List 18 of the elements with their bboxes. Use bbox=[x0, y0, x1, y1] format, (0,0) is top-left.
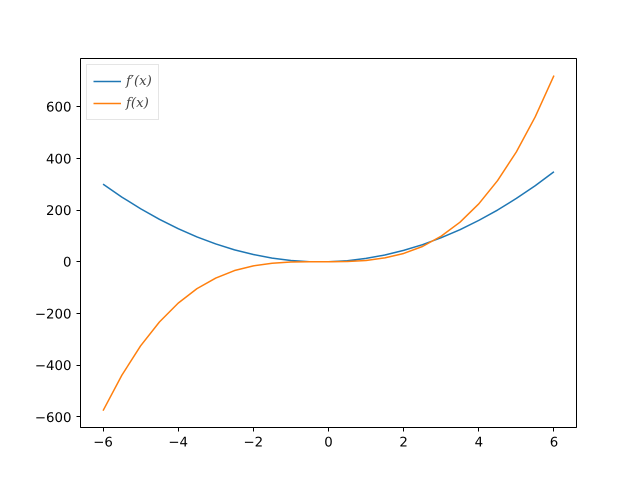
x-tick-label: 0 bbox=[324, 436, 333, 450]
line-series bbox=[102, 74, 555, 412]
legend-label: f′(x) bbox=[126, 74, 152, 88]
x-tick-label: −2 bbox=[244, 436, 264, 450]
y-tick-label: −600 bbox=[34, 410, 72, 426]
x-tick-label: 6 bbox=[550, 436, 558, 450]
y-tick-label: −200 bbox=[34, 307, 72, 322]
x-tick-label: −6 bbox=[93, 436, 113, 450]
y-tick-label: 400 bbox=[46, 152, 72, 168]
y-tick-label: 200 bbox=[46, 204, 72, 220]
line-series bbox=[102, 171, 555, 262]
y-tick-label: 600 bbox=[46, 100, 72, 116]
y-tick-label: −400 bbox=[34, 359, 72, 374]
x-tick-label: 2 bbox=[399, 436, 408, 450]
legend-label: f(x) bbox=[126, 96, 149, 110]
x-tick-label: 4 bbox=[474, 436, 484, 450]
y-tick-label: 0 bbox=[63, 256, 72, 271]
x-tick-label: −4 bbox=[168, 436, 188, 450]
